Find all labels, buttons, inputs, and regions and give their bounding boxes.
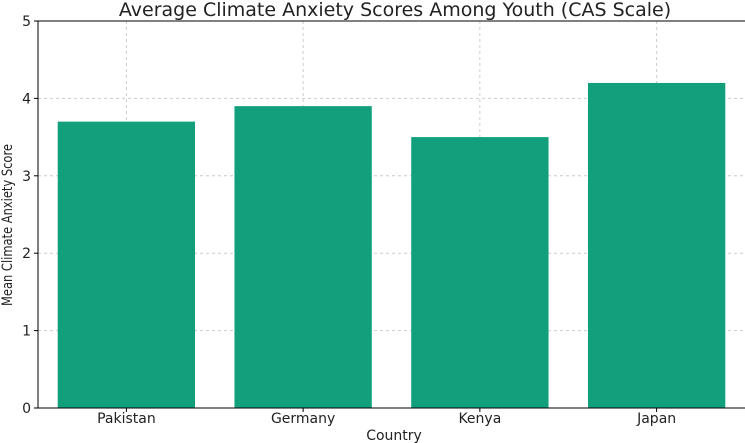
- bars-layer: [57, 82, 726, 409]
- bar-germany: [234, 106, 372, 408]
- ticks-layer: 0 1 2 3 4 5 Pakistan Germany Kenya Japan: [22, 14, 676, 427]
- bar-kenya: [411, 137, 549, 408]
- y-tick-label: 1: [22, 324, 31, 340]
- x-tick-label: Germany: [271, 411, 335, 427]
- y-tick-label: 5: [22, 14, 31, 30]
- y-tick-label: 3: [22, 169, 31, 185]
- x-tick-label: Japan: [636, 411, 676, 427]
- x-tick-label: Kenya: [458, 411, 501, 427]
- y-tick-label: 0: [22, 401, 31, 417]
- chart-title: Average Climate Anxiety Scores Among You…: [119, 0, 671, 21]
- y-tick-label: 4: [22, 91, 31, 107]
- bar-japan: [587, 82, 726, 409]
- y-tick-label: 2: [22, 246, 31, 262]
- x-tick-label: Pakistan: [97, 411, 156, 427]
- y-axis-label: Mean Climate Anxiety Score: [0, 144, 16, 306]
- axes-layer: [37, 20, 745, 409]
- bar-pakistan: [57, 121, 196, 409]
- x-axis-label: Country: [366, 428, 422, 443]
